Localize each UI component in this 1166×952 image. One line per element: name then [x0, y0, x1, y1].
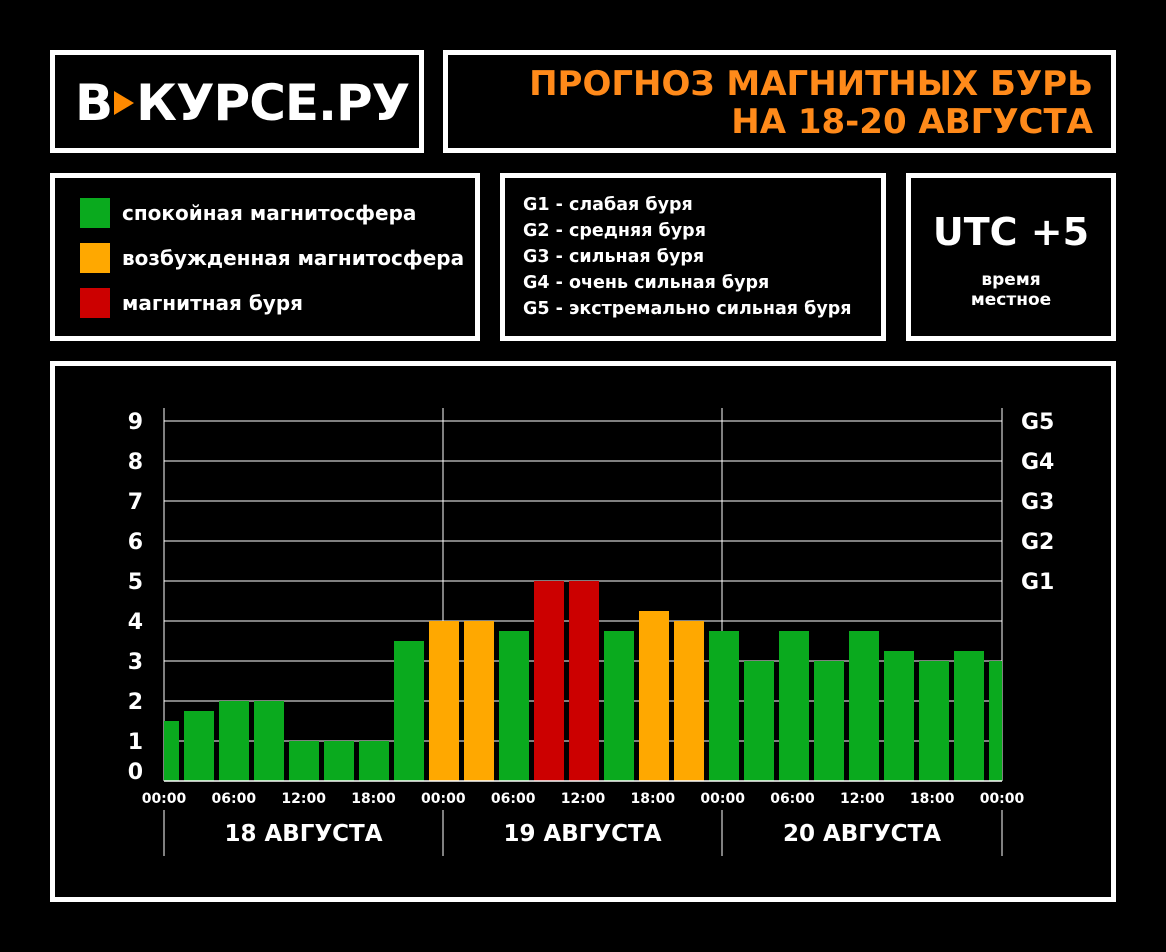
- x-tick-label: 18:00: [631, 791, 676, 807]
- bar: [884, 651, 914, 781]
- bar: [849, 631, 879, 781]
- chart-box: 0 1 2 3 4 5 6 7 8 9 G1 G2 G3 G4 G5 00:00 06:00 12:00 18:00…: [50, 361, 1116, 902]
- timezone-sub-1: время: [981, 270, 1041, 290]
- y-tick-label: 5: [128, 570, 143, 595]
- red-swatch: [80, 288, 110, 318]
- x-tick-label: 12:00: [840, 791, 885, 807]
- y-tick-label: 4: [128, 610, 143, 635]
- x-tick-label: 06:00: [770, 791, 815, 807]
- bar: [429, 621, 459, 781]
- bar: [814, 661, 844, 781]
- g-level-item: G5 - экстремально сильная буря: [523, 299, 852, 319]
- bar: [184, 711, 214, 781]
- logo-suffix: КУРСЕ.РУ: [136, 74, 410, 132]
- page-title: ПРОГНОЗ МАГНИТНЫХ БУРЬ НА 18-20 АВГУСТА: [529, 65, 1093, 141]
- bar: [254, 701, 284, 781]
- g-tick-label: G1: [1021, 570, 1054, 595]
- g-tick-label: G2: [1021, 530, 1054, 555]
- bar: [919, 661, 949, 781]
- x-tick-label: 00:00: [142, 791, 187, 807]
- timezone-sub-2: местное: [970, 290, 1052, 310]
- day-label: 19 АВГУСТА: [503, 821, 661, 847]
- g-level-legend: G1 - слабая буря G2 - средняя буря G3 - …: [500, 173, 886, 341]
- bar: [989, 661, 1002, 781]
- color-legend: спокойная магнитосфера возбужденная магн…: [50, 173, 480, 341]
- x-tick-label: 18:00: [910, 791, 955, 807]
- x-tick-label: 12:00: [281, 791, 326, 807]
- y-tick-label: 8: [128, 450, 143, 475]
- day-label: 18 АВГУСТА: [224, 821, 382, 847]
- legend-item-excited: возбужденная магнитосфера: [80, 243, 464, 273]
- logo-box: В КУРСЕ.РУ: [50, 50, 424, 153]
- x-tick-label: 06:00: [212, 791, 257, 807]
- y-tick-label: 3: [128, 650, 143, 675]
- g-tick-label: G5: [1021, 410, 1054, 435]
- g-level-item: G3 - сильная буря: [523, 247, 705, 267]
- legend-label: магнитная буря: [122, 291, 303, 315]
- x-tick-label: 00:00: [421, 791, 466, 807]
- bar: [359, 741, 389, 781]
- x-tick-label: 18:00: [351, 791, 396, 807]
- bar: [639, 611, 669, 781]
- green-swatch: [80, 198, 110, 228]
- bar-chart: 0 1 2 3 4 5 6 7 8 9 G1 G2 G3 G4 G5 00:00 06:00 12:00 18:00…: [128, 408, 1054, 856]
- g-level-item: G2 - средняя буря: [523, 221, 706, 241]
- day-label: 20 АВГУСТА: [783, 821, 941, 847]
- x-tick-label: 00:00: [980, 791, 1025, 807]
- logo: В КУРСЕ.РУ: [75, 74, 410, 132]
- g-tick-label: G3: [1021, 490, 1054, 515]
- legend-item-storm: магнитная буря: [80, 288, 303, 318]
- timezone-label: UTC +5: [932, 210, 1090, 254]
- bar: [744, 661, 774, 781]
- bar: [534, 581, 564, 781]
- g-tick-label: G4: [1021, 450, 1054, 475]
- timezone-box: UTC +5 время местное: [906, 173, 1116, 341]
- y-tick-label: 7: [128, 490, 143, 515]
- bar: [219, 701, 249, 781]
- play-arrow-icon: [114, 90, 135, 115]
- title-line-1: ПРОГНОЗ МАГНИТНЫХ БУРЬ: [529, 64, 1093, 104]
- title-line-2: НА 18-20 АВГУСТА: [731, 102, 1093, 142]
- legend-label: возбужденная магнитосфера: [122, 246, 465, 270]
- bar: [674, 621, 704, 781]
- bar: [394, 641, 424, 781]
- y-tick-label: 0: [128, 760, 143, 785]
- orange-swatch: [80, 243, 110, 273]
- y-tick-label: 1: [128, 730, 143, 755]
- bar: [464, 621, 494, 781]
- g-level-item: G1 - слабая буря: [523, 195, 693, 215]
- bar: [954, 651, 984, 781]
- bar: [569, 581, 599, 781]
- g-level-item: G4 - очень сильная буря: [523, 273, 770, 293]
- bar: [779, 631, 809, 781]
- x-tick-label: 00:00: [700, 791, 745, 807]
- bar: [604, 631, 634, 781]
- bar: [289, 741, 319, 781]
- legend-label: спокойная магнитосфера: [122, 201, 417, 225]
- bar: [499, 631, 529, 781]
- title-box: ПРОГНОЗ МАГНИТНЫХ БУРЬ НА 18-20 АВГУСТА: [443, 50, 1116, 153]
- y-tick-label: 9: [128, 410, 143, 435]
- y-tick-label: 2: [128, 690, 143, 715]
- bar: [164, 721, 179, 781]
- bar: [709, 631, 739, 781]
- x-tick-label: 12:00: [561, 791, 606, 807]
- y-tick-label: 6: [128, 530, 143, 555]
- x-tick-label: 06:00: [491, 791, 536, 807]
- bar: [324, 741, 354, 781]
- logo-prefix: В: [75, 74, 113, 132]
- legend-item-calm: спокойная магнитосфера: [80, 198, 416, 228]
